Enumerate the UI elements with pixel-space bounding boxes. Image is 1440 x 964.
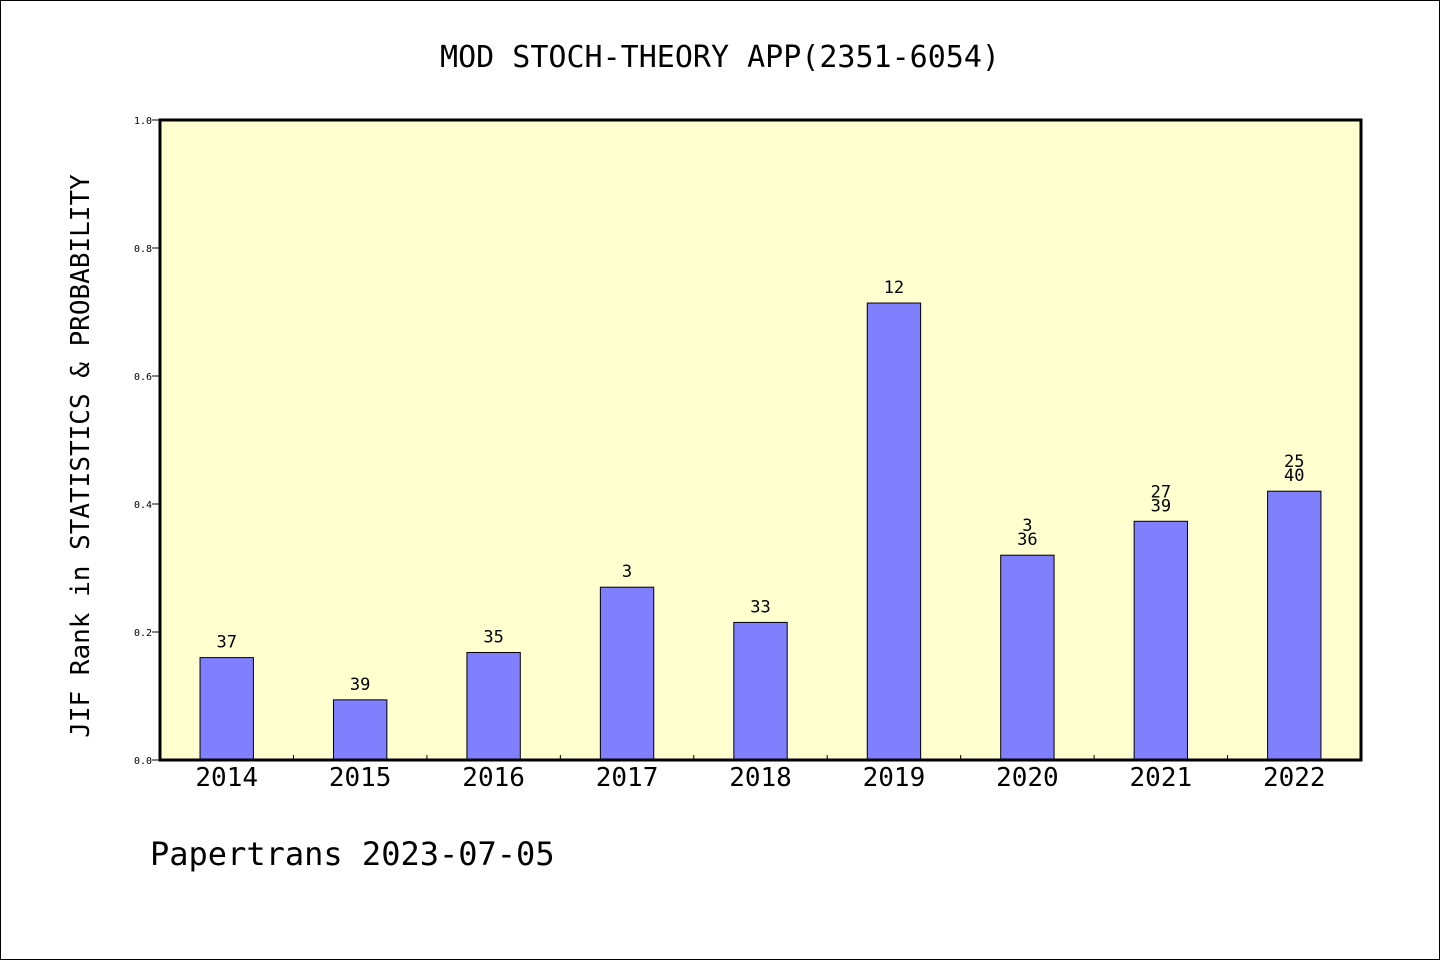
y-tick-label: 0.4 bbox=[134, 500, 152, 511]
y-axis-label: JIF Rank in STATISTICS & PROBABILITY bbox=[66, 174, 96, 738]
x-tick-label: 2018 bbox=[729, 763, 792, 793]
x-tick-label: 2019 bbox=[863, 763, 926, 793]
bar-2017 bbox=[599, 586, 655, 761]
data-label: 39 bbox=[350, 675, 370, 695]
x-tick-label: 2016 bbox=[462, 763, 525, 793]
bar-2019 bbox=[866, 302, 922, 761]
data-label: 35 bbox=[483, 627, 503, 647]
x-tick-label: 2015 bbox=[329, 763, 392, 793]
y-tick-label: 0.8 bbox=[134, 244, 152, 255]
data-label: 3 bbox=[622, 562, 632, 582]
y-tick-label: 0.2 bbox=[134, 628, 152, 639]
bar-2018 bbox=[733, 621, 788, 761]
y-tick-label: 0.6 bbox=[134, 372, 152, 383]
data-label: 36 bbox=[1017, 530, 1037, 550]
data-label: 39 bbox=[1151, 496, 1171, 516]
bars bbox=[199, 302, 1322, 761]
x-tick-label: 2020 bbox=[996, 763, 1059, 793]
data-label: 40 bbox=[1284, 466, 1304, 486]
footer-credit: Papertrans 2023-07-05 bbox=[150, 835, 555, 873]
data-label: 33 bbox=[750, 597, 770, 617]
plot-border bbox=[158, 118, 1363, 762]
y-tick-label: 1.0 bbox=[134, 116, 152, 127]
x-tick-label: 2014 bbox=[195, 763, 258, 793]
bar-2014 bbox=[199, 657, 254, 761]
data-label: 37 bbox=[216, 633, 236, 653]
bar-2020 bbox=[1000, 554, 1055, 761]
bar-2016 bbox=[466, 651, 521, 761]
chart-title: MOD STOCH-THEORY APP(2351-6054) bbox=[440, 40, 1000, 75]
axis-ticks: 0.0 0.2 0.4 0.6 0.8 1.0 2014 2015 2016 2017 2018 20… bbox=[134, 116, 1326, 793]
x-tick-label: 2021 bbox=[1130, 763, 1193, 793]
data-label: 27 bbox=[1151, 482, 1171, 502]
bar-2022 bbox=[1267, 490, 1322, 761]
x-tick-label: 2017 bbox=[596, 763, 659, 793]
data-label: 12 bbox=[884, 278, 904, 298]
y-tick-label: 0.0 bbox=[134, 756, 152, 767]
x-tick-label: 2022 bbox=[1263, 763, 1326, 793]
bar-2021 bbox=[1133, 520, 1189, 761]
data-label: 3 bbox=[1022, 516, 1032, 536]
data-label: 25 bbox=[1284, 452, 1304, 472]
bar-2015 bbox=[332, 699, 388, 761]
